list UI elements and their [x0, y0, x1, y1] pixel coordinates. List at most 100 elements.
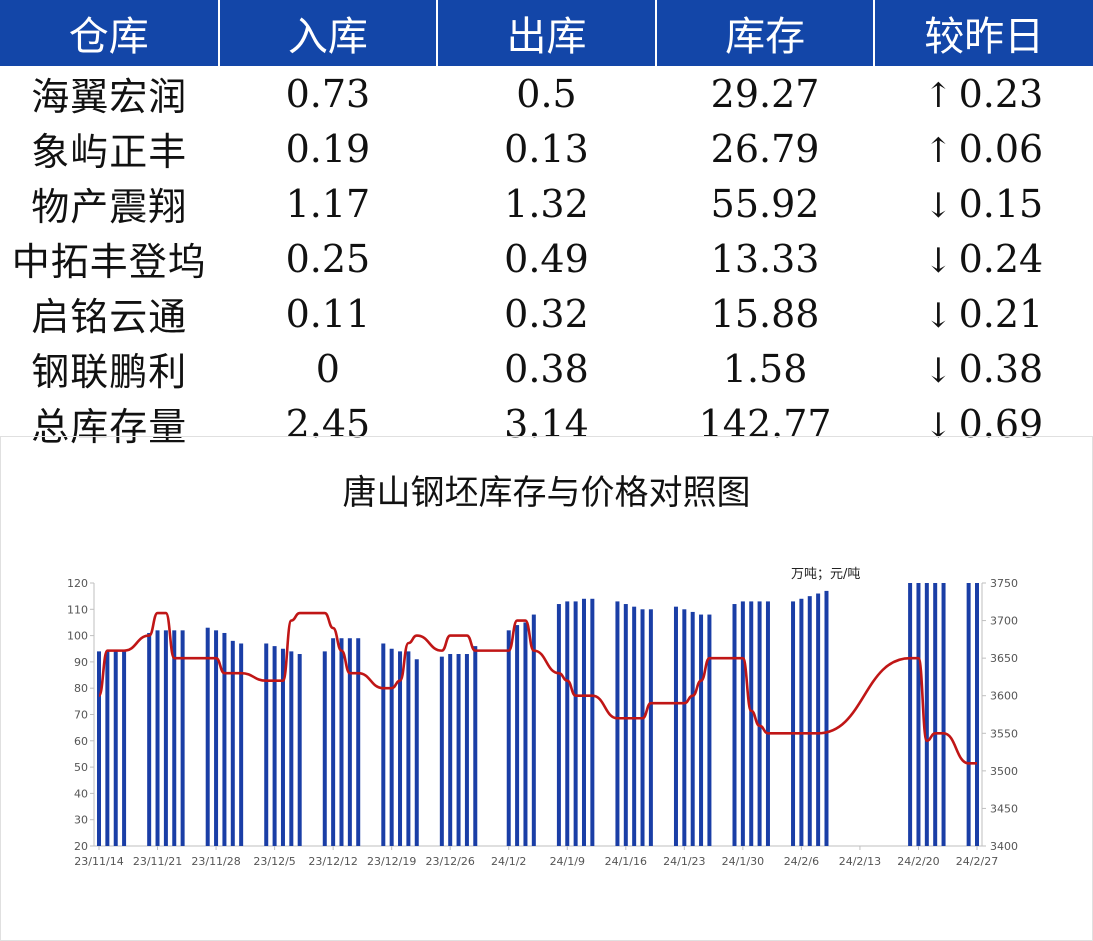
y-left-tick-label: 70 — [74, 709, 88, 722]
bar — [205, 627, 210, 846]
inbound-value: 0 — [315, 346, 340, 391]
bar — [155, 630, 160, 846]
bar — [816, 593, 821, 846]
y-left-tick-label: 80 — [74, 682, 88, 695]
inbound-value: 0.25 — [285, 236, 371, 281]
y-right-tick-label: 3600 — [990, 690, 1018, 703]
x-tick-label: 24/1/16 — [605, 855, 647, 868]
y-left-tick-label: 20 — [74, 840, 88, 853]
bar — [97, 651, 101, 846]
table-row: 启铭云通 0.11 0.32 15.88 ↓ 0.21 — [0, 286, 1093, 341]
bar — [147, 632, 152, 846]
table-row: 物产震翔 1.17 1.32 55.92 ↓ 0.15 — [0, 176, 1093, 231]
outbound-value: 0.5 — [516, 71, 577, 116]
change-cell: ↓ 0.69 — [874, 396, 1093, 451]
x-tick-label: 23/12/5 — [253, 855, 295, 868]
bar — [632, 606, 637, 846]
bar — [732, 604, 737, 846]
bar — [280, 648, 285, 846]
bar — [690, 611, 695, 846]
stock-value: 1.58 — [722, 346, 808, 391]
bar — [297, 654, 302, 846]
arrow-down-icon: ↓ — [924, 350, 953, 391]
x-tick-label: 24/2/6 — [784, 855, 819, 868]
bar — [673, 606, 678, 846]
stock-value: 13.33 — [710, 236, 820, 281]
change-value: 0.69 — [958, 401, 1044, 446]
y-left-tick-label: 60 — [74, 735, 88, 748]
table-row: 象屿正丰 0.19 0.13 26.79 ↑ 0.06 — [0, 121, 1093, 176]
y-right-tick-label: 3450 — [990, 802, 1018, 815]
bar — [180, 630, 185, 846]
bar — [941, 583, 946, 846]
arrow-down-icon: ↓ — [924, 240, 953, 281]
bar — [464, 654, 469, 846]
warehouse-name: 象屿正丰 — [31, 130, 188, 174]
x-tick-label: 24/1/9 — [550, 855, 585, 868]
header-stock: 库存 — [655, 0, 876, 66]
y-right-tick-label: 3750 — [990, 577, 1018, 590]
inbound-value: 0.73 — [285, 71, 371, 116]
header-warehouse: 仓库 — [0, 0, 220, 66]
bar — [699, 614, 704, 846]
x-tick-label: 24/2/20 — [897, 855, 939, 868]
inbound-value: 0.11 — [285, 291, 371, 336]
bar — [581, 598, 586, 846]
change-value: 0.06 — [958, 126, 1044, 171]
arrow-up-icon: ↑ — [924, 130, 953, 171]
bar — [515, 625, 520, 846]
bar — [331, 638, 336, 846]
bar — [807, 596, 812, 846]
y-right-tick-label: 3550 — [990, 727, 1018, 740]
warehouse-name: 物产震翔 — [31, 185, 188, 229]
y-left-tick-label: 50 — [74, 761, 88, 774]
x-tick-label: 24/2/27 — [956, 855, 998, 868]
chart-svg: 20 30 40 50 60 70 80 90 100 110 120 3400 3450 3500 355… — [67, 577, 1018, 868]
change-cell: ↑ 0.23 — [874, 66, 1093, 121]
header-outbound: 出库 — [437, 0, 657, 66]
x-tick-label: 23/12/19 — [367, 855, 416, 868]
bar — [389, 648, 394, 846]
chart-panel: 唐山钢坯库存与价格对照图 万吨；元/吨 20 30 40 50 60 70 80 90 100 1… — [0, 436, 1093, 941]
bar — [765, 601, 770, 846]
y-right-tick-label: 3400 — [990, 840, 1018, 853]
price-line — [97, 611, 977, 765]
change-value: 0.15 — [958, 181, 1044, 226]
bar — [230, 640, 235, 846]
y-right-tick-label: 3700 — [990, 615, 1018, 628]
inventory-table: 仓库 入库 出库 库存 较昨日 海翼宏润 0.73 0.5 29.27 ↑ 0.23 象屿正… — [0, 0, 1093, 451]
y-left-tick-label: 120 — [67, 577, 88, 590]
table-row: 海翼宏润 0.73 0.5 29.27 ↑ 0.23 — [0, 66, 1093, 121]
bar — [214, 630, 219, 846]
x-tick-label: 23/12/12 — [308, 855, 357, 868]
y-left-tick-label: 40 — [74, 787, 88, 800]
x-tick-label: 23/11/28 — [191, 855, 240, 868]
change-cell: ↓ 0.21 — [874, 286, 1093, 341]
arrow-down-icon: ↓ — [924, 295, 953, 336]
bar — [439, 656, 444, 846]
bar — [239, 643, 244, 846]
change-cell: ↓ 0.24 — [874, 231, 1093, 286]
inbound-value: 2.45 — [285, 401, 371, 446]
y-left-tick-label: 110 — [67, 603, 88, 616]
bar — [791, 601, 796, 846]
bar — [531, 614, 536, 846]
bar — [339, 638, 344, 846]
bar — [916, 583, 921, 846]
inbound-value: 0.19 — [285, 126, 371, 171]
bar — [456, 654, 461, 846]
bar — [222, 632, 227, 846]
bar — [682, 609, 687, 846]
change-cell: ↓ 0.38 — [874, 341, 1093, 396]
bar — [406, 651, 411, 846]
bar — [565, 601, 570, 846]
y-right-tick-label: 3650 — [990, 652, 1018, 665]
table-header-row: 仓库 入库 出库 库存 较昨日 — [0, 0, 1093, 66]
outbound-value: 0.32 — [504, 291, 589, 336]
bar — [356, 638, 361, 846]
bar — [824, 590, 829, 846]
stock-value: 142.77 — [698, 401, 832, 446]
bar — [707, 614, 712, 846]
table-row: 中拓丰登坞 0.25 0.49 13.33 ↓ 0.24 — [0, 231, 1093, 286]
bar — [523, 622, 528, 846]
